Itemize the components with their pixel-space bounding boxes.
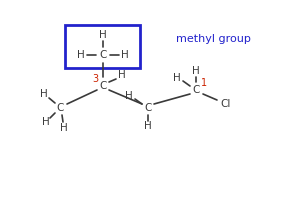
- Text: C: C: [192, 85, 200, 95]
- Bar: [65, 25, 140, 68]
- Text: C: C: [99, 50, 107, 60]
- Text: H: H: [173, 73, 181, 83]
- Text: 3: 3: [92, 74, 98, 84]
- Text: H: H: [77, 50, 85, 60]
- Text: H: H: [144, 121, 152, 131]
- Text: H: H: [40, 89, 48, 99]
- Text: Cl: Cl: [221, 99, 231, 109]
- Text: H: H: [121, 50, 129, 60]
- Text: C: C: [144, 103, 152, 113]
- Text: H: H: [118, 70, 126, 80]
- Text: C: C: [99, 81, 107, 91]
- Text: C: C: [56, 103, 64, 113]
- Text: H: H: [99, 30, 107, 40]
- Text: H: H: [192, 66, 200, 76]
- Text: H: H: [125, 91, 133, 101]
- Text: H: H: [42, 117, 50, 127]
- Text: 1: 1: [201, 78, 207, 88]
- Text: H: H: [60, 123, 68, 133]
- Text: methyl group: methyl group: [176, 34, 251, 44]
